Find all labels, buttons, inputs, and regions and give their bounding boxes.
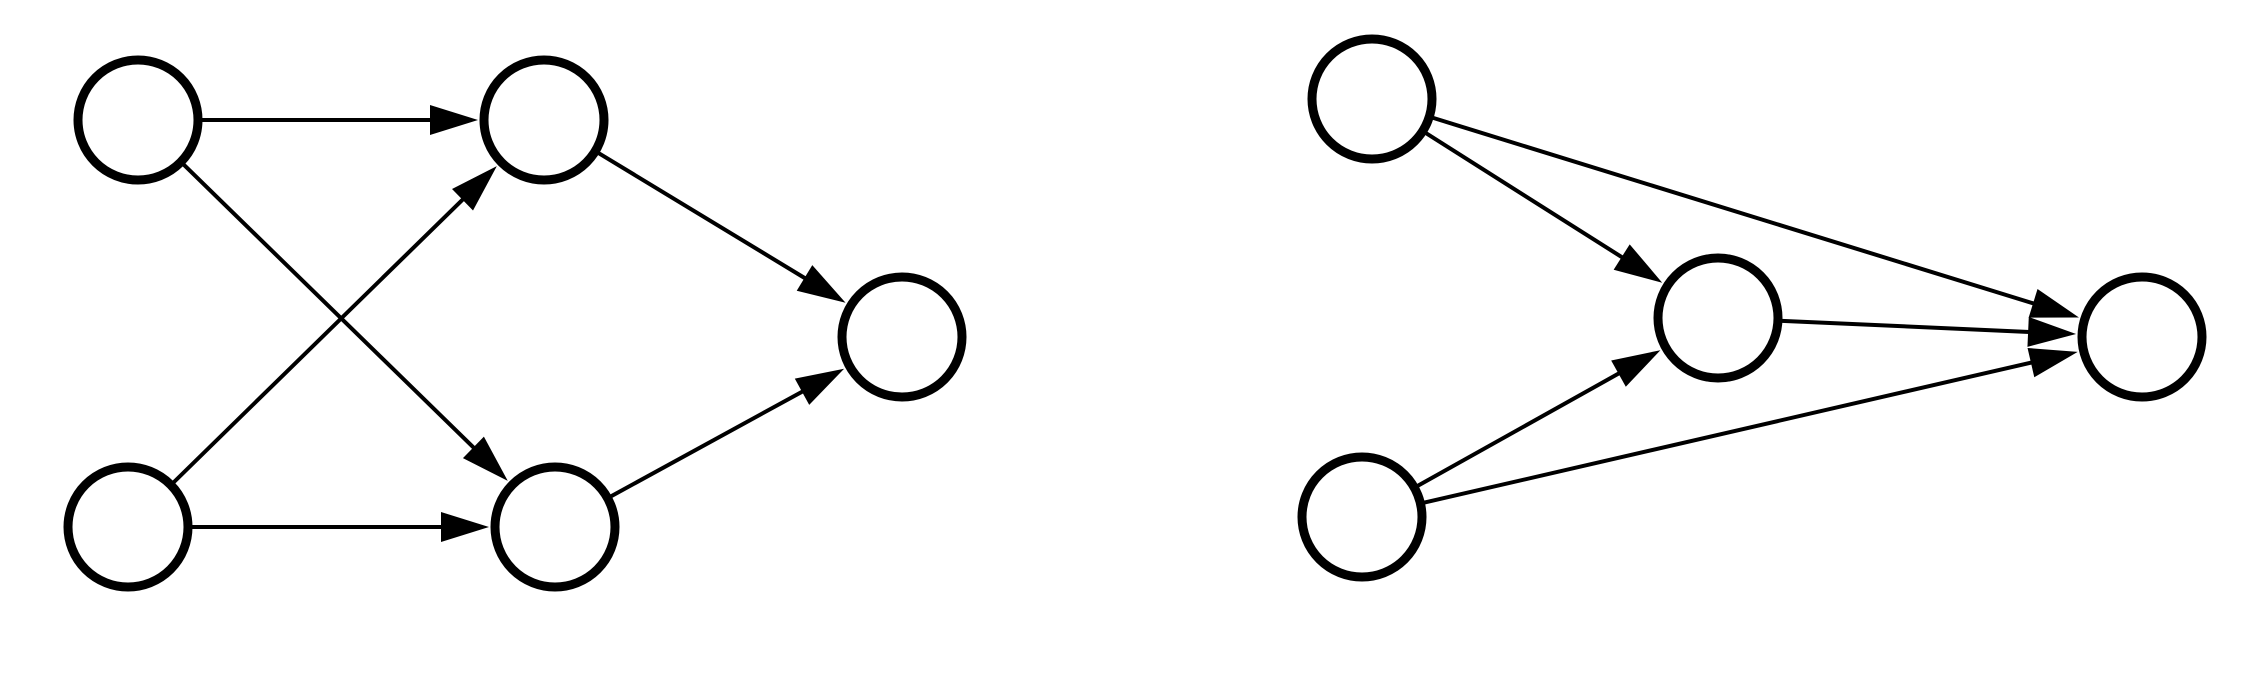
edge-A-D bbox=[182, 163, 508, 481]
edge-line bbox=[1432, 115, 2038, 307]
edge-F-H bbox=[1425, 131, 1663, 283]
edge-H-I bbox=[1781, 316, 2077, 347]
edge-G-H bbox=[1416, 350, 1661, 488]
node-circle bbox=[2077, 272, 2207, 402]
node-I bbox=[2077, 272, 2207, 402]
arrowhead bbox=[2028, 289, 2079, 318]
arrowhead bbox=[794, 368, 845, 405]
node-circle bbox=[73, 55, 203, 185]
edge-line bbox=[1416, 369, 1623, 488]
node-F bbox=[1307, 34, 1437, 164]
node-circle bbox=[63, 462, 193, 592]
arrowhead bbox=[441, 512, 489, 542]
graph-right bbox=[1297, 34, 2207, 582]
node-G bbox=[1297, 452, 1427, 582]
edge-D-E bbox=[610, 368, 845, 499]
node-D bbox=[490, 462, 620, 592]
edge-F-I bbox=[1432, 115, 2079, 318]
arrowhead bbox=[430, 105, 478, 135]
node-C bbox=[479, 55, 609, 185]
edge-line bbox=[1425, 131, 1627, 261]
edge-line bbox=[610, 388, 807, 499]
arrowhead bbox=[1613, 244, 1663, 283]
node-circle bbox=[1307, 34, 1437, 164]
edge-line bbox=[182, 163, 478, 452]
edge-line bbox=[1423, 359, 2036, 505]
node-circle bbox=[1653, 253, 1783, 383]
node-A bbox=[73, 55, 203, 185]
node-circle bbox=[490, 462, 620, 592]
node-H bbox=[1653, 253, 1783, 383]
arrowhead bbox=[452, 166, 497, 211]
node-B bbox=[63, 462, 193, 592]
arrowhead bbox=[2027, 316, 2077, 347]
edge-line bbox=[1781, 318, 2033, 335]
node-E bbox=[837, 272, 967, 402]
arrowhead bbox=[462, 436, 508, 481]
edge-line bbox=[172, 195, 467, 484]
arrowhead bbox=[796, 265, 846, 303]
node-circle bbox=[479, 55, 609, 185]
node-circle bbox=[1297, 452, 1427, 582]
edge-A-C bbox=[202, 105, 478, 135]
edge-B-D bbox=[192, 512, 489, 542]
node-circle bbox=[837, 272, 967, 402]
arrowhead bbox=[1611, 350, 1661, 387]
graph-left bbox=[63, 55, 967, 592]
edge-B-C bbox=[172, 166, 497, 484]
arrowhead bbox=[2027, 348, 2078, 378]
edge-G-I bbox=[1423, 348, 2078, 505]
edge-line bbox=[597, 151, 809, 282]
edge-C-E bbox=[597, 151, 846, 303]
